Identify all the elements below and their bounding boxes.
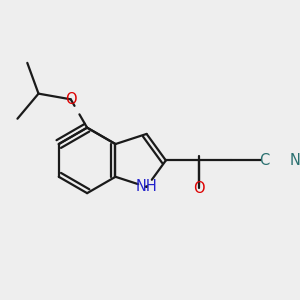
Text: O: O [65,92,76,107]
Text: N: N [290,153,300,168]
Text: C: C [259,153,269,168]
Text: NH: NH [136,179,158,194]
Text: O: O [193,181,204,196]
